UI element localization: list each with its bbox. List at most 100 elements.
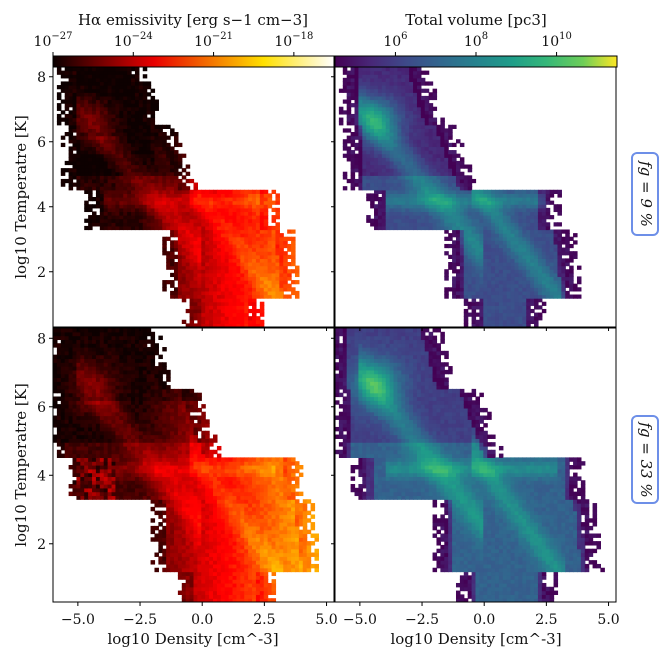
heatmap-cell: [111, 182, 117, 187]
heatmap-cell: [177, 290, 183, 296]
heatmap-cell: [409, 74, 414, 79]
heatmap-cell: [553, 251, 559, 256]
heatmap-cell: [127, 200, 132, 205]
heatmap-cell: [354, 135, 360, 140]
heatmap-cell: [193, 283, 198, 288]
heatmap-cell: [279, 269, 284, 274]
heatmap-cell: [103, 369, 109, 375]
heatmap-cell: [549, 233, 555, 238]
heatmap-cell: [185, 236, 191, 241]
heatmap-cell: [197, 240, 202, 245]
heatmap-cell: [502, 207, 508, 213]
heatmap-cell: [68, 124, 74, 129]
heatmap-cell: [240, 247, 245, 252]
heatmap-cell: [99, 103, 105, 108]
heatmap-cell: [436, 135, 441, 140]
heatmap-cell: [358, 157, 363, 162]
heatmap-cell: [189, 211, 195, 216]
heatmap-cell: [68, 343, 74, 348]
heatmap-cell: [259, 218, 265, 223]
heatmap-cell: [170, 164, 175, 169]
heatmap-cell: [440, 157, 445, 162]
heatmap-cell: [565, 240, 570, 245]
heatmap-cell: [115, 381, 120, 386]
heatmap-cell: [385, 182, 391, 187]
heatmap-cell: [381, 70, 387, 75]
heatmap-cell: [99, 117, 105, 122]
heatmap-cell: [463, 240, 469, 245]
heatmap-cell: [502, 197, 508, 202]
heatmap-cell: [526, 323, 531, 327]
heatmap-cell: [99, 215, 105, 220]
heatmap-cell: [220, 305, 226, 310]
heatmap-cell: [216, 193, 222, 198]
heatmap-cell: [181, 262, 187, 267]
heatmap-cell: [471, 269, 477, 274]
heatmap-cell: [80, 465, 85, 470]
heatmap-cell: [401, 186, 406, 191]
heatmap-cell: [374, 132, 379, 137]
heatmap-cell: [526, 312, 531, 317]
heatmap-cell: [471, 215, 477, 220]
heatmap-cell: [240, 312, 245, 317]
colorbar-volume-ticks: 106 108 1010: [383, 31, 572, 56]
heatmap-cell: [95, 328, 101, 333]
heatmap-cell: [385, 204, 391, 209]
heatmap-cell: [107, 423, 113, 428]
heatmap-cell: [60, 373, 66, 379]
heatmap-cell: [271, 258, 277, 263]
heatmap-cell: [142, 103, 148, 108]
heatmap-cell: [409, 113, 414, 119]
heatmap-cell: [177, 265, 183, 270]
heatmap-cell: [209, 283, 214, 288]
heatmap-cell: [88, 88, 93, 93]
heatmap-cell: [381, 128, 387, 133]
heatmap-cell: [162, 171, 167, 176]
heatmap-cell: [479, 218, 484, 223]
heatmap-cell: [530, 290, 535, 296]
heatmap-cell: [471, 308, 477, 314]
heatmap-cell: [545, 189, 551, 194]
heatmap-cell: [569, 265, 574, 270]
heatmap-cell: [366, 160, 371, 166]
heatmap-cell: [252, 204, 257, 209]
heatmap-cell: [84, 164, 89, 169]
heatmap-cell: [518, 323, 523, 327]
heatmap-cell: [146, 128, 152, 133]
heatmap-cell: [275, 276, 280, 281]
heatmap-cell: [565, 243, 570, 249]
heatmap-cell: [107, 465, 113, 470]
heatmap-cell: [455, 276, 461, 281]
heatmap-cell: [240, 305, 245, 310]
heatmap-cell: [197, 262, 202, 267]
heatmap-cell: [397, 121, 402, 126]
heatmap-cell: [127, 218, 132, 223]
heatmap-cell: [111, 218, 117, 223]
heatmap-cell: [56, 95, 62, 101]
heatmap-cell: [64, 132, 70, 137]
heatmap-cell: [283, 287, 288, 292]
heatmap-cell: [240, 215, 245, 220]
heatmap-cell: [131, 139, 136, 144]
heatmap-cell: [244, 254, 249, 259]
heatmap-cell: [201, 258, 206, 263]
heatmap-cell: [80, 430, 85, 436]
heatmap-cell: [80, 472, 85, 478]
heatmap-cell: [228, 258, 234, 263]
heatmap-cell: [267, 233, 273, 238]
heatmap-cell: [72, 70, 78, 75]
heatmap-cell: [95, 81, 101, 86]
heatmap-cell: [84, 218, 89, 223]
heatmap-cell: [354, 85, 360, 90]
heatmap-cell: [541, 243, 547, 249]
heatmap-cell: [413, 74, 418, 79]
heatmap-cell: [154, 150, 159, 155]
heatmap-cell: [389, 88, 395, 93]
heatmap-cell: [514, 247, 520, 252]
heatmap-cell: [76, 81, 81, 86]
heatmap-cell: [467, 262, 473, 267]
heatmap-cell: [397, 193, 402, 198]
heatmap-cell: [103, 453, 109, 458]
heatmap-cell: [115, 150, 120, 155]
heatmap-cell: [68, 171, 74, 176]
